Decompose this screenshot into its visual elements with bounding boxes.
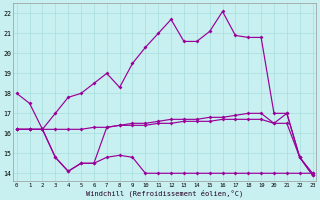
X-axis label: Windchill (Refroidissement éolien,°C): Windchill (Refroidissement éolien,°C): [86, 189, 243, 197]
